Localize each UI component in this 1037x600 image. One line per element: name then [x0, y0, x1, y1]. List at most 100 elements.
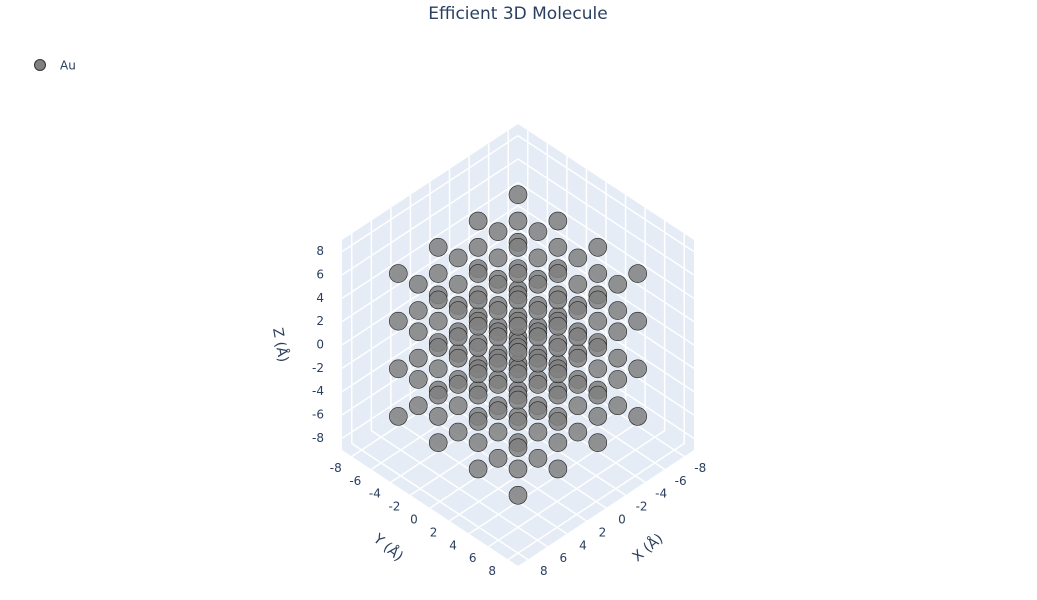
- atom: [428, 238, 448, 257]
- atom: [528, 327, 548, 347]
- legend-marker: [34, 59, 46, 71]
- z-tick-label: 4: [316, 291, 324, 305]
- z-tick-label: -6: [312, 408, 324, 422]
- atom: [488, 222, 508, 241]
- y-tick-label: 6: [469, 551, 477, 565]
- atom: [448, 375, 468, 394]
- atom: [468, 316, 488, 336]
- atom: [508, 412, 528, 431]
- atom: [428, 338, 448, 357]
- atom: [568, 396, 588, 416]
- grid-line: [341, 298, 519, 416]
- atom: [548, 290, 568, 310]
- z-tick-label: 0: [316, 338, 324, 352]
- atom: [568, 274, 588, 294]
- atom: [468, 459, 488, 479]
- atom: [528, 449, 548, 468]
- x-tick-label: 6: [560, 551, 568, 565]
- y-tick-label: -4: [369, 487, 381, 501]
- atom: [428, 311, 448, 331]
- atom: [508, 185, 528, 205]
- grid-line: [517, 298, 695, 416]
- atom: [448, 422, 468, 442]
- grid-line: [517, 228, 695, 346]
- atom: [408, 301, 428, 320]
- x-tick-label: 0: [618, 513, 626, 527]
- atom: [548, 364, 568, 384]
- grid-line: [341, 251, 519, 369]
- grid-line: [517, 135, 695, 253]
- grid-line: [341, 158, 519, 276]
- atom: [448, 301, 468, 320]
- atom: [588, 238, 608, 257]
- atom: [448, 396, 468, 416]
- atom: [468, 338, 488, 357]
- y-tick-label: -2: [388, 500, 400, 514]
- legend-label[interactable]: Au: [60, 59, 76, 73]
- atom: [488, 274, 508, 294]
- atom: [568, 348, 588, 368]
- atom: [528, 422, 548, 442]
- grid-line: [341, 228, 519, 346]
- atom: [628, 359, 647, 379]
- grid-line: [341, 205, 519, 323]
- atom: [488, 449, 508, 468]
- atom: [548, 264, 568, 283]
- atom: [548, 459, 568, 479]
- atom: [488, 353, 508, 373]
- atom: [428, 264, 448, 283]
- grid-line: [517, 181, 695, 299]
- atom: [568, 422, 588, 442]
- atom: [488, 327, 508, 347]
- atom: [508, 264, 528, 283]
- atom: [488, 301, 508, 320]
- y-tick-label: -6: [349, 474, 361, 488]
- atom: [468, 412, 488, 431]
- atom: [588, 290, 608, 310]
- y-tick-label: 4: [449, 538, 457, 552]
- atom: [468, 433, 488, 452]
- atom: [608, 348, 628, 368]
- z-tick-label: 6: [316, 268, 324, 282]
- atom: [468, 211, 488, 231]
- atom: [389, 359, 408, 379]
- atom: [608, 322, 628, 342]
- z-tick-label: 8: [316, 244, 324, 258]
- z-axis-title: Z (Å): [269, 326, 292, 363]
- atom: [528, 274, 548, 294]
- legend[interactable]: Au: [34, 59, 76, 73]
- atom: [628, 407, 647, 426]
- atom: [448, 327, 468, 347]
- atom: [508, 238, 528, 257]
- atom: [448, 248, 468, 268]
- grid-line: [517, 251, 695, 369]
- atom: [408, 274, 428, 294]
- atom: [508, 390, 528, 410]
- atom: [428, 433, 448, 452]
- atom: [468, 290, 488, 310]
- grid-line: [517, 321, 695, 439]
- atom: [568, 301, 588, 320]
- atom: [568, 327, 588, 347]
- atom: [548, 385, 568, 405]
- atom: [528, 375, 548, 394]
- grid-line: [517, 275, 695, 393]
- atoms: [389, 185, 647, 505]
- atom: [508, 343, 528, 362]
- grid-line: [341, 181, 519, 299]
- grid-line: [341, 321, 519, 439]
- atom: [448, 348, 468, 368]
- atom: [548, 412, 568, 431]
- atom: [508, 438, 528, 457]
- atom: [508, 459, 528, 479]
- atom: [588, 264, 608, 283]
- atom: [389, 264, 408, 283]
- atom: [588, 407, 608, 426]
- atom: [628, 311, 647, 331]
- atom: [468, 238, 488, 257]
- x-tick-label: -8: [694, 461, 706, 475]
- atom: [488, 248, 508, 268]
- z-tick-label: 2: [316, 314, 324, 328]
- x-tick-label: 8: [540, 564, 548, 578]
- grid-line: [341, 275, 519, 393]
